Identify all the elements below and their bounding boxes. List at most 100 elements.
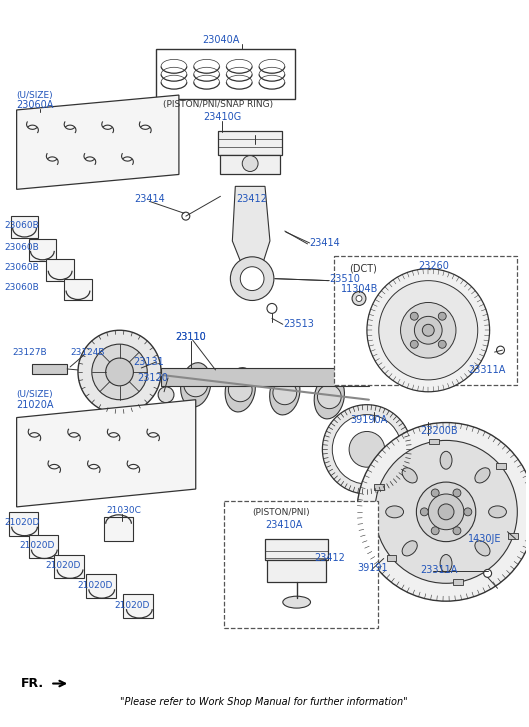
Text: 23120: 23120 (138, 373, 168, 383)
Circle shape (453, 527, 461, 535)
Circle shape (352, 292, 366, 305)
Bar (29, 239, 56, 261)
Circle shape (367, 269, 490, 392)
Bar (428, 438, 439, 444)
Text: 21020D: 21020D (115, 601, 150, 610)
Circle shape (375, 441, 517, 583)
Ellipse shape (440, 555, 452, 572)
Ellipse shape (440, 451, 452, 469)
Text: 23200B: 23200B (421, 427, 458, 436)
Bar (29, 534, 58, 558)
Circle shape (240, 267, 264, 291)
Text: 1430JE: 1430JE (468, 534, 501, 544)
Text: 23410A: 23410A (265, 520, 303, 530)
Bar (265, 539, 329, 561)
Text: 23513: 23513 (283, 319, 314, 329)
Text: 21020D: 21020D (20, 541, 55, 550)
Circle shape (92, 344, 147, 400)
Circle shape (322, 405, 412, 494)
Circle shape (182, 212, 190, 220)
Text: 23414: 23414 (134, 194, 165, 204)
Circle shape (379, 281, 478, 380)
Circle shape (158, 387, 174, 403)
Circle shape (414, 316, 442, 344)
Circle shape (439, 340, 446, 348)
Circle shape (356, 295, 362, 302)
Bar (32, 364, 67, 374)
Polygon shape (16, 400, 196, 507)
Text: 23060B: 23060B (5, 283, 40, 292)
Polygon shape (232, 186, 270, 276)
Text: 23060B: 23060B (5, 244, 40, 252)
Text: 23414: 23414 (309, 238, 340, 248)
Circle shape (357, 422, 529, 601)
Text: (DCT): (DCT) (349, 264, 377, 274)
Circle shape (400, 302, 456, 358)
Text: 23124B: 23124B (70, 348, 105, 356)
Bar (123, 594, 153, 618)
Text: 23060B: 23060B (5, 220, 40, 230)
Text: 39191: 39191 (357, 563, 388, 574)
Ellipse shape (489, 506, 506, 518)
Bar (86, 574, 115, 598)
Text: (PISTON/PNI): (PISTON/PNI) (252, 508, 310, 518)
Text: 23510: 23510 (330, 273, 360, 284)
Bar (156, 49, 295, 99)
Circle shape (438, 504, 454, 520)
Circle shape (453, 489, 461, 497)
Circle shape (428, 494, 464, 530)
Text: 21020D: 21020D (45, 561, 81, 570)
Circle shape (230, 257, 274, 300)
Text: 23127B: 23127B (13, 348, 47, 356)
Circle shape (317, 385, 341, 409)
Bar (161, 368, 369, 386)
Text: 23110: 23110 (176, 332, 206, 342)
Bar (64, 278, 92, 300)
Circle shape (273, 381, 297, 405)
Ellipse shape (402, 541, 417, 556)
Ellipse shape (283, 596, 311, 608)
Text: 21020D: 21020D (5, 518, 40, 527)
Circle shape (267, 303, 277, 313)
Ellipse shape (314, 374, 344, 419)
Text: 23040A: 23040A (202, 36, 239, 46)
Text: 39190A: 39190A (350, 414, 388, 425)
Text: "Please refer to Work Shop Manual for further information": "Please refer to Work Shop Manual for fu… (120, 697, 408, 707)
Text: FR.: FR. (21, 677, 44, 690)
Text: 23311A: 23311A (421, 566, 458, 575)
Text: 11304B: 11304B (341, 284, 379, 294)
Ellipse shape (475, 541, 490, 556)
Ellipse shape (180, 363, 211, 407)
Circle shape (242, 156, 258, 172)
Circle shape (332, 414, 402, 484)
Circle shape (422, 324, 434, 336)
Bar (221, 155, 280, 174)
Bar (496, 463, 506, 469)
Text: 21020A: 21020A (16, 400, 54, 410)
Bar (374, 484, 384, 491)
Circle shape (431, 527, 439, 535)
Text: 23060A: 23060A (16, 100, 54, 110)
Circle shape (411, 340, 418, 348)
Circle shape (421, 508, 428, 516)
Text: 23410G: 23410G (203, 112, 242, 122)
Circle shape (439, 313, 446, 320)
Text: 23412: 23412 (314, 553, 345, 563)
Circle shape (229, 378, 252, 402)
Bar (453, 579, 463, 585)
Text: 23060B: 23060B (5, 263, 40, 272)
Text: 23131: 23131 (133, 357, 164, 367)
Circle shape (464, 508, 472, 516)
Text: (U/SIZE): (U/SIZE) (16, 390, 53, 399)
Circle shape (349, 432, 385, 467)
Circle shape (78, 330, 161, 414)
Bar (218, 131, 282, 155)
Ellipse shape (225, 368, 256, 412)
Circle shape (416, 482, 476, 542)
Bar (54, 555, 84, 579)
Ellipse shape (270, 371, 300, 415)
Circle shape (497, 346, 505, 354)
Bar (47, 259, 74, 281)
Circle shape (431, 489, 439, 497)
Bar (8, 512, 39, 536)
